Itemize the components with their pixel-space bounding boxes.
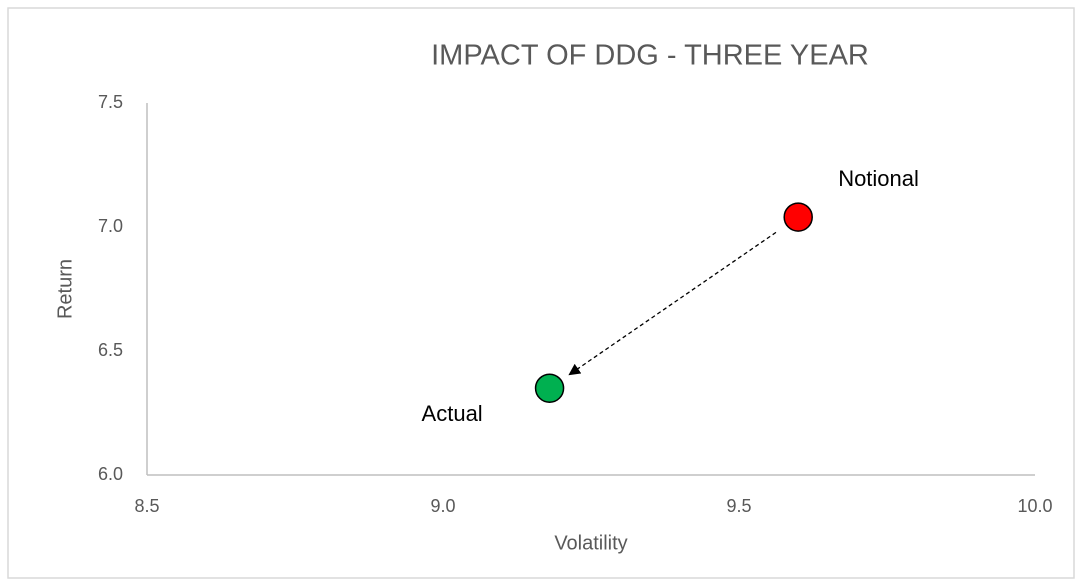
point [783, 202, 813, 232]
point-label: Notional [838, 166, 919, 191]
y-tick-label: 7.5 [98, 92, 123, 112]
y-tick-label: 7.0 [98, 216, 123, 236]
y-axis-label: Return [54, 259, 76, 319]
x-axis-label: Volatility [554, 532, 627, 554]
x-tick-label: 9.5 [726, 496, 751, 516]
x-tick-label: 10.0 [1017, 496, 1052, 516]
y-tick-label: 6.5 [98, 340, 123, 360]
y-tick-label: 6.0 [98, 464, 123, 484]
chart-frame [7, 7, 1075, 579]
point [534, 373, 565, 403]
point-label: Actual [422, 401, 483, 426]
x-tick-label: 9.0 [430, 496, 455, 516]
chart-title: IMPACT OF DDG - THREE YEAR [431, 40, 869, 72]
x-tick-label: 8.5 [134, 496, 159, 516]
